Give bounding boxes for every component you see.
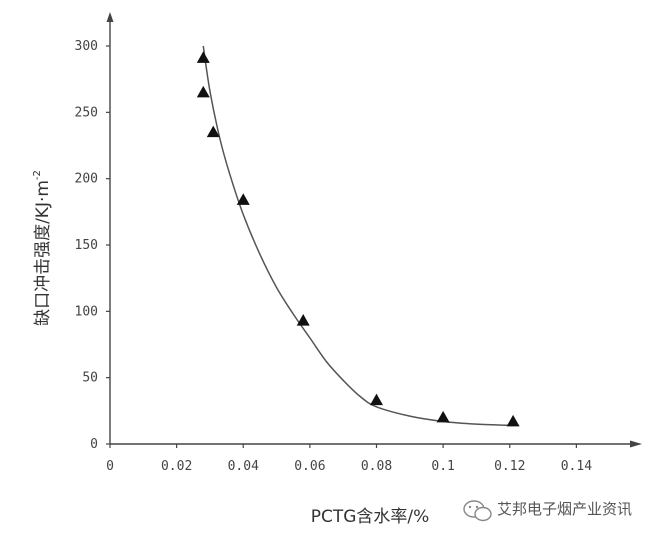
y-axis-title-superscript: -2 [32, 170, 43, 180]
x-tick-label: 0.08 [361, 459, 392, 474]
y-tick-label: 0 [90, 437, 98, 452]
data-point [196, 51, 210, 63]
x-tick-label: 0.1 [431, 459, 454, 474]
data-point [196, 85, 210, 98]
y-tick-label: 300 [75, 39, 98, 54]
y-tick-label: 50 [82, 371, 98, 386]
y-tick-label: 250 [75, 105, 98, 120]
x-tick-label: 0.06 [294, 459, 325, 474]
data-point [296, 314, 310, 326]
x-tick-label: 0.12 [494, 459, 525, 474]
wechat-icon [463, 500, 492, 522]
x-axis-arrow [630, 440, 642, 448]
x-tick-label: 0 [106, 459, 114, 474]
data-point [206, 125, 220, 138]
svg-text:缺口冲击强度/KJ·m-2: 缺口冲击强度/KJ·m-2 [32, 170, 53, 326]
data-point [506, 414, 520, 427]
data-point [236, 193, 250, 205]
data-point [436, 410, 450, 423]
y-tick-label: 100 [75, 304, 98, 319]
axes [106, 12, 642, 448]
x-axis-title: PCTG含水率/% [311, 507, 430, 527]
y-tick-label: 200 [75, 172, 98, 187]
y-tick-label: 150 [75, 238, 98, 253]
data-point [370, 393, 383, 406]
data-points [196, 51, 520, 427]
x-tick-label: 0.04 [228, 459, 259, 474]
watermark-text: 艾邦电子烟产业资讯 [497, 500, 632, 518]
fit-curve [202, 45, 514, 427]
watermark: 艾邦电子烟产业资讯 [463, 500, 632, 522]
y-axis-arrow [106, 12, 114, 22]
x-tick-label: 0.02 [161, 459, 192, 474]
ticks: 0 50 100 150 200 250 300 0 0.02 0.04 0.06 0.08 0.1 0.… [75, 39, 593, 474]
x-tick-label: 0.14 [561, 459, 592, 474]
y-axis-title: 缺口冲击强度/KJ·m [33, 180, 53, 326]
y-axis-title-group: 缺口冲击强度/KJ·m-2 [32, 170, 53, 326]
